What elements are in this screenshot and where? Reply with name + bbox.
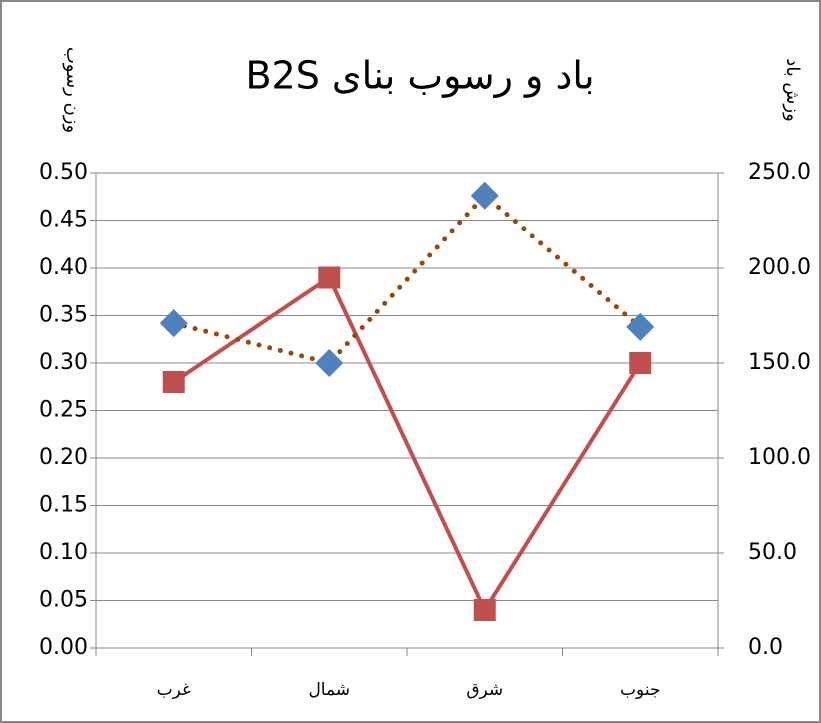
y2-tick-label: 50.0 (748, 540, 797, 565)
y2-tick-label: 200.0 (748, 255, 811, 280)
marker (162, 371, 185, 393)
y-tick-label: 0.00 (39, 635, 88, 660)
y-tick-label: 0.35 (39, 303, 88, 328)
y2-tick-label: 150.0 (748, 350, 811, 375)
y2-tick-label: 100.0 (748, 445, 811, 470)
y-tick-label: 0.10 (39, 540, 88, 565)
marker (470, 181, 499, 210)
y-tick-label: 0.45 (39, 208, 88, 233)
y-tick-label: 0.50 (39, 160, 88, 185)
marker (315, 349, 344, 377)
x-tick-label: جنوب (620, 680, 660, 700)
y-tick-label: 0.05 (39, 588, 88, 613)
y2-axis-title: وزش باد (782, 58, 803, 122)
marker (629, 352, 652, 374)
marker (473, 599, 496, 621)
marker (318, 266, 341, 289)
marker (626, 312, 655, 341)
y-tick-label: 0.15 (39, 493, 88, 518)
chart-title: باد و رسوب بنای B2S (245, 54, 594, 99)
y-tick-label: 0.30 (39, 350, 88, 375)
series-line (171, 192, 643, 366)
series-line (171, 274, 643, 615)
y-tick-label: 0.40 (39, 255, 88, 280)
y-tick-label: 0.25 (39, 398, 88, 423)
marker (159, 309, 188, 338)
x-tick-label: شمال (308, 680, 350, 700)
y-axis-title: وزن رسوب (62, 47, 83, 133)
y2-tick-label: 250.0 (748, 160, 811, 185)
x-tick-label: شرق (466, 680, 503, 700)
x-tick-label: غرب (157, 680, 191, 700)
y2-tick-label: 0.0 (748, 635, 783, 660)
y-tick-label: 0.20 (39, 445, 88, 470)
